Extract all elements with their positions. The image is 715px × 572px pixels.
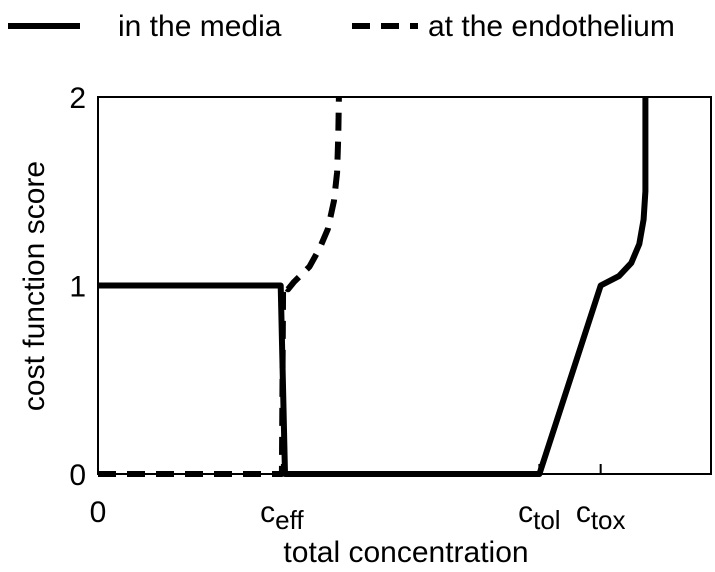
series-group [98,96,649,477]
x-tick-label: ctol [518,496,560,535]
x-tick-label: ceff [260,496,304,535]
x-axis-label: total concentration [283,536,528,569]
legend-label-endothelium: at the endothelium [428,10,675,43]
y-tick-label: 1 [69,271,86,304]
y-axis-label: cost function score [18,161,51,411]
x-tick-label: 0 [90,496,107,529]
legend-label-media: in the media [118,10,282,43]
x-tick-label: ctox [576,496,626,535]
series-line-endothelium [98,96,342,477]
series-line-media [98,97,649,477]
y-tick-label: 0 [69,459,86,492]
legend: in the media at the endothelium [8,10,675,43]
y-tick-group: 0 1 2 [69,82,108,492]
y-tick-label: 2 [69,82,86,115]
